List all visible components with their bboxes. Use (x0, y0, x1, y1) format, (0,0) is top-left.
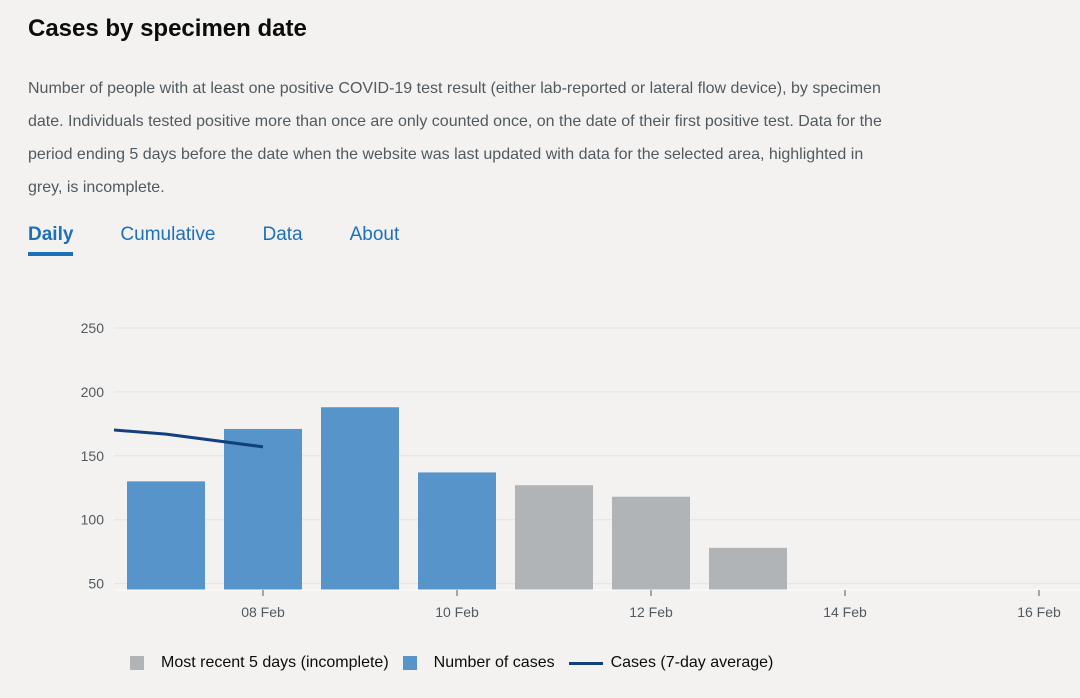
x-tick-label: 14 Feb (823, 604, 867, 620)
legend-item-cases[interactable]: Number of cases (402, 654, 555, 672)
tab-daily[interactable]: Daily (28, 220, 74, 256)
legend-item-incomplete[interactable]: Most recent 5 days (incomplete) (130, 654, 389, 672)
y-tick-label: 100 (81, 512, 105, 528)
legend-label-average: Cases (7-day average) (610, 654, 774, 671)
bar-2022-02-10 (418, 472, 496, 590)
chart-title: Cases by specimen date (28, 15, 307, 42)
tab-cumulative[interactable]: Cumulative (120, 224, 216, 245)
bar-2022-02-08 (224, 428, 302, 590)
chart-legend: Most recent 5 days (incomplete) Number o… (130, 654, 787, 672)
bar-2022-02-11 (515, 485, 593, 590)
bar-2022-02-13 (709, 547, 787, 590)
legend-item-average[interactable]: Cases (7-day average) (568, 654, 774, 672)
legend-label-cases: Number of cases (433, 654, 555, 671)
chart-area: 50 100 150 200 250 08 Feb 10 Feb 12 Feb 14 Feb 16… (0, 300, 1080, 620)
legend-swatch-cases (402, 656, 417, 670)
x-tick-label: 10 Feb (435, 604, 479, 620)
average-line (114, 428, 264, 449)
x-tick-label: 12 Feb (629, 604, 673, 620)
legend-label-incomplete: Most recent 5 days (incomplete) (161, 654, 389, 671)
bar-2022-02-07 (127, 481, 205, 590)
chart-description: Number of people with at least one posit… (28, 80, 882, 196)
tab-bar: Daily Cumulative Data About (28, 220, 446, 256)
bar-2022-02-12 (612, 496, 690, 590)
bar-chart: 50 100 150 200 250 08 Feb 10 Feb 12 Feb 14 Feb 16… (81, 320, 1080, 620)
y-tick-label: 200 (81, 384, 105, 400)
y-tick-label: 150 (81, 448, 105, 464)
x-tick-label: 08 Feb (241, 604, 285, 620)
tab-data[interactable]: Data (262, 224, 303, 245)
y-tick-label: 250 (81, 320, 105, 336)
bar-2022-02-09 (321, 407, 399, 590)
legend-swatch-incomplete (130, 656, 144, 670)
x-tick-label: 16 Feb (1017, 604, 1061, 620)
tab-about[interactable]: About (349, 224, 400, 245)
y-tick-label: 50 (88, 576, 104, 592)
legend-swatch-average (568, 661, 603, 665)
